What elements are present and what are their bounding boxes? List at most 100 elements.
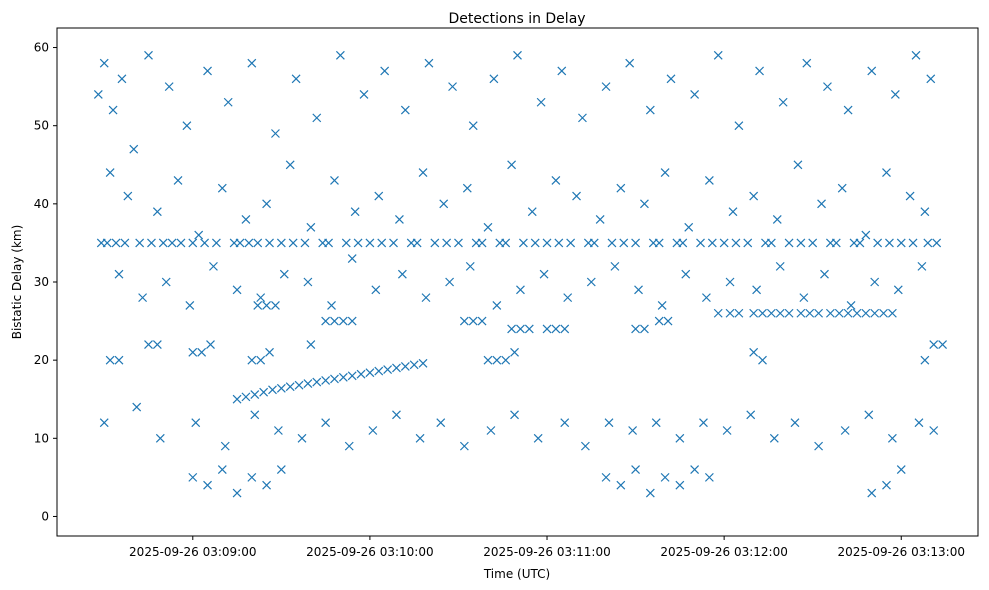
data-point bbox=[182, 121, 192, 131]
data-point bbox=[241, 215, 251, 224]
data-point bbox=[631, 238, 641, 248]
data-point bbox=[887, 308, 897, 318]
data-point bbox=[890, 90, 900, 99]
data-point bbox=[870, 308, 880, 318]
y-tick-label: 20 bbox=[34, 353, 49, 367]
data-point bbox=[203, 66, 212, 76]
data-point bbox=[459, 441, 469, 451]
data-point bbox=[619, 238, 629, 248]
data-point bbox=[896, 465, 906, 474]
data-point bbox=[678, 238, 688, 248]
data-point bbox=[755, 66, 764, 76]
data-point bbox=[861, 308, 871, 318]
data-point bbox=[882, 480, 891, 490]
data-point bbox=[397, 269, 407, 279]
data-point bbox=[530, 238, 540, 248]
data-point bbox=[793, 160, 803, 170]
data-point bbox=[377, 238, 387, 248]
data-point bbox=[421, 293, 431, 303]
data-point bbox=[799, 293, 809, 303]
data-point bbox=[657, 301, 667, 310]
data-point bbox=[690, 465, 700, 474]
data-point bbox=[155, 433, 165, 443]
chart-title: Detections in Delay bbox=[448, 11, 585, 27]
data-point bbox=[220, 441, 230, 451]
x-tick-label: 2025-09-26 03:09:00 bbox=[129, 545, 256, 559]
data-point bbox=[645, 488, 655, 498]
data-point bbox=[893, 285, 903, 295]
data-point bbox=[335, 50, 345, 60]
data-point bbox=[341, 238, 351, 248]
data-point bbox=[436, 418, 446, 428]
data-point bbox=[560, 418, 570, 428]
data-point bbox=[885, 238, 894, 248]
data-point bbox=[123, 191, 133, 201]
data-point bbox=[303, 379, 313, 389]
data-point bbox=[728, 207, 738, 217]
data-point bbox=[601, 472, 611, 482]
y-tick-label: 50 bbox=[34, 119, 49, 133]
y-tick-label: 30 bbox=[34, 275, 49, 289]
data-point bbox=[253, 301, 263, 310]
data-point bbox=[825, 308, 835, 318]
data-point bbox=[167, 238, 177, 248]
data-point bbox=[814, 441, 824, 451]
data-point bbox=[99, 58, 109, 68]
data-point bbox=[448, 82, 457, 92]
data-point bbox=[164, 82, 174, 92]
data-point bbox=[882, 168, 891, 178]
data-point bbox=[223, 97, 233, 107]
data-point bbox=[513, 50, 522, 60]
data-point bbox=[932, 238, 942, 248]
data-point bbox=[262, 301, 272, 310]
data-point bbox=[206, 340, 215, 349]
data-point bbox=[424, 58, 434, 68]
data-point bbox=[663, 316, 673, 326]
data-point bbox=[412, 238, 422, 248]
data-point bbox=[359, 90, 369, 99]
data-point bbox=[704, 472, 714, 482]
data-point bbox=[383, 365, 393, 374]
data-point bbox=[628, 426, 638, 435]
data-point bbox=[595, 215, 605, 224]
data-point bbox=[291, 74, 301, 84]
data-point bbox=[542, 324, 552, 334]
y-tick-label: 40 bbox=[34, 197, 49, 211]
data-point bbox=[610, 261, 620, 271]
data-point bbox=[766, 308, 776, 318]
data-point bbox=[734, 121, 744, 131]
data-point bbox=[887, 433, 897, 443]
data-point bbox=[256, 355, 266, 365]
data-point bbox=[209, 261, 218, 271]
data-point bbox=[105, 168, 115, 178]
data-point bbox=[300, 238, 310, 248]
data-point bbox=[203, 480, 212, 490]
data-point bbox=[247, 472, 257, 482]
data-point bbox=[285, 382, 295, 392]
data-point bbox=[684, 222, 694, 232]
data-point bbox=[589, 238, 599, 248]
data-point bbox=[616, 480, 626, 490]
data-point bbox=[586, 277, 596, 287]
data-point bbox=[516, 285, 525, 295]
data-point bbox=[846, 301, 856, 310]
data-point bbox=[699, 418, 708, 428]
y-axis: 0 10 20 30 40 50 60 bbox=[34, 41, 57, 523]
data-point bbox=[696, 238, 705, 248]
data-point bbox=[108, 105, 118, 115]
data-point bbox=[235, 238, 245, 248]
data-point bbox=[867, 66, 877, 76]
data-point bbox=[294, 380, 304, 390]
data-point bbox=[330, 175, 339, 185]
data-point bbox=[262, 480, 272, 490]
data-point bbox=[551, 324, 561, 334]
data-point bbox=[262, 199, 272, 209]
y-tick-label: 0 bbox=[41, 509, 49, 523]
data-point bbox=[784, 308, 794, 318]
data-point bbox=[324, 238, 334, 248]
data-point bbox=[796, 238, 806, 248]
data-point bbox=[533, 433, 543, 443]
data-point bbox=[808, 238, 818, 248]
data-point bbox=[814, 308, 824, 318]
